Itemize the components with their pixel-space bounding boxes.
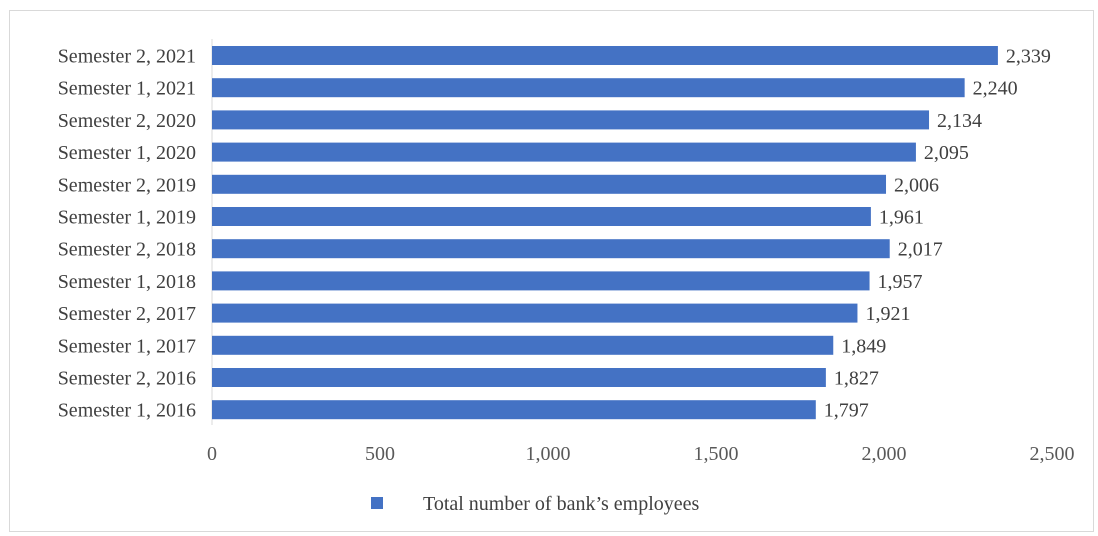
bar [212,46,998,65]
category-label: Semester 1, 2020 [58,142,196,164]
category-label: Semester 2, 2016 [58,368,196,390]
data-label: 2,240 [973,78,1018,100]
x-axis-tick-labels: 0 500 1,000 1,500 2,000 2,500 [207,443,1075,465]
x-tick-label: 2,000 [862,443,907,465]
bar [212,207,871,226]
bar [212,271,870,291]
category-label: Semester 2, 2019 [58,174,196,196]
bar [212,78,965,98]
data-label: 2,095 [924,142,969,164]
data-label: 2,134 [937,110,982,132]
data-label: 1,849 [841,335,886,357]
data-label: 1,957 [878,271,923,293]
x-tick-label: 0 [207,443,217,465]
category-label: Semester 1, 2018 [58,271,196,293]
category-label: Semester 1, 2021 [58,78,196,100]
bar [212,239,890,259]
bar [212,335,834,355]
category-label: Semester 1, 2017 [58,335,196,357]
x-tick-label: 2,500 [1030,443,1075,465]
category-label: Semester 2, 2018 [58,239,196,261]
data-label: 2,339 [1006,46,1051,68]
bar [212,142,916,162]
bar [212,400,816,420]
x-tick-label: 1,500 [694,443,739,465]
data-label: 1,921 [865,303,910,325]
data-label: 1,961 [879,207,924,229]
x-tick-label: 1,000 [526,443,571,465]
legend: Total number of bank’s employees [371,493,700,515]
category-labels: Semester 2, 2021 Semester 1, 2021 Semester… [58,46,196,422]
data-label: 1,827 [834,368,879,390]
category-label: Semester 2, 2020 [58,110,196,132]
data-label: 2,006 [894,174,939,196]
data-label: 1,797 [824,400,869,422]
legend-swatch [371,497,383,509]
category-label: Semester 1, 2019 [58,207,196,229]
category-label: Semester 2, 2017 [58,303,196,325]
bar [212,303,858,323]
x-tick-label: 500 [365,443,395,465]
data-labels: 2,339 2,240 2,134 2,095 2,006 1,961 2,017 1,957… [824,46,1051,422]
data-label: 2,017 [898,239,943,261]
bars [212,46,998,420]
bar [212,110,930,130]
legend-label: Total number of bank’s employees [423,493,700,515]
category-label: Semester 2, 2021 [58,46,196,68]
category-label: Semester 1, 2016 [58,400,196,422]
bar [212,368,826,387]
bar [212,174,887,194]
